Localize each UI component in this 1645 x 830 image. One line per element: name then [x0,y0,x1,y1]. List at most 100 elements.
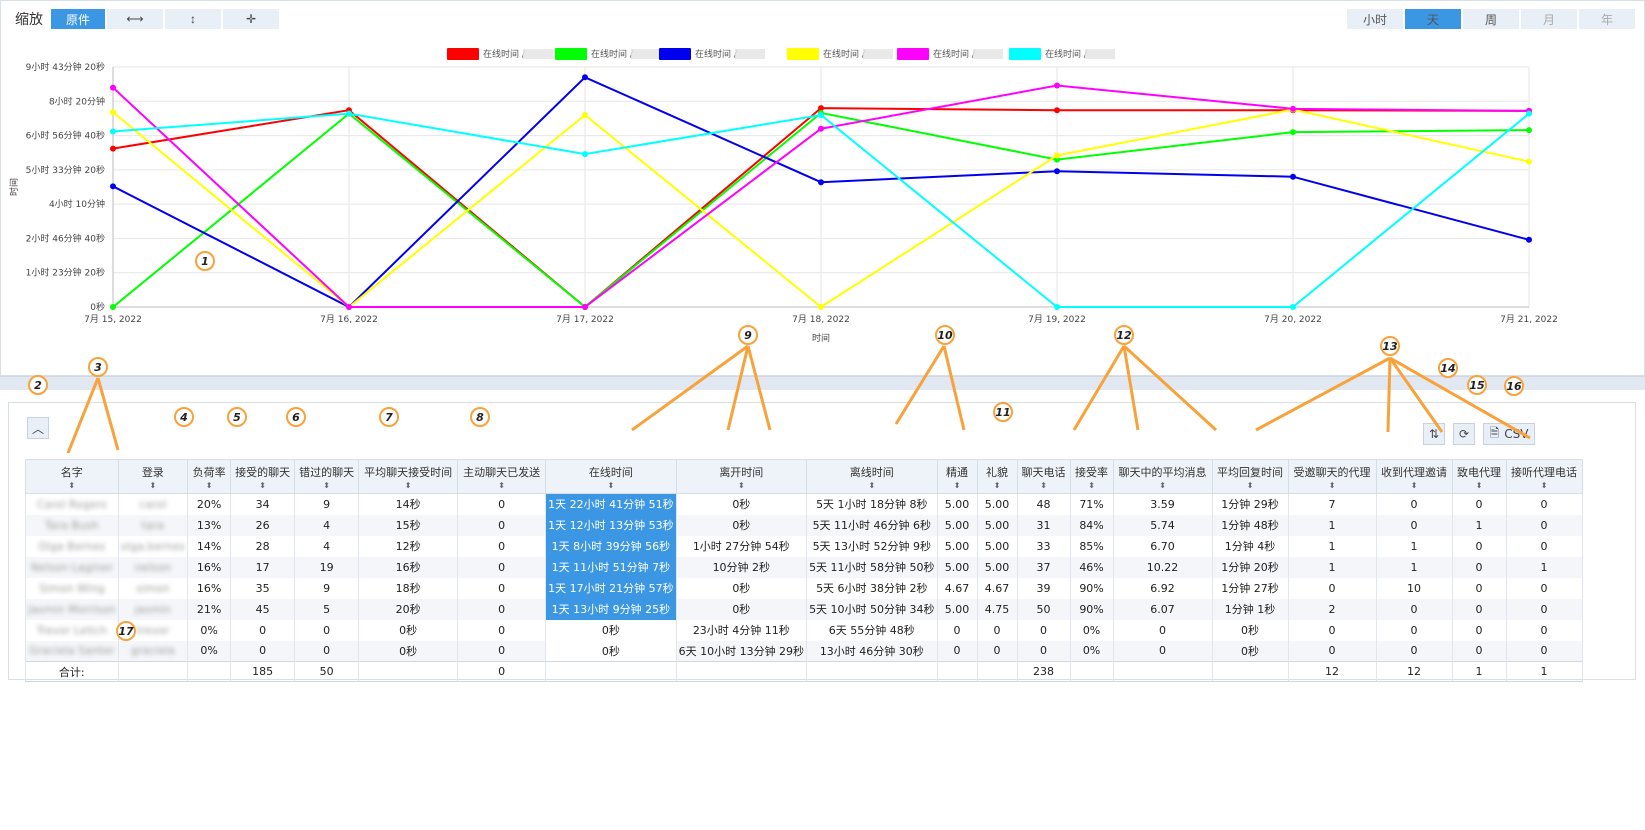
sort-arrows-icon[interactable]: ⬍ [737,480,745,490]
table-cell: 1天 11小时 51分钟 7秒 [545,556,677,578]
csv-export-button[interactable]: 🗎 CSV [1483,423,1535,445]
callout-badge-3: 3 [88,357,108,377]
table-footer-row: 合计: 185 50 0 238 12 12 1 1 [25,661,1583,682]
total-cell [1069,661,1114,682]
period-year-button[interactable]: 年 [1579,9,1635,29]
sort-arrows-icon[interactable]: ⬍ [1328,480,1336,490]
sort-arrows-icon[interactable]: ⬍ [953,480,961,490]
column-header-18[interactable]: 收到代理邀请 ⬍ [1375,459,1453,494]
period-hour-button[interactable]: 小时 [1347,9,1403,29]
period-month-button[interactable]: 月 [1521,9,1577,29]
table-cell: 2 [1287,598,1377,620]
sort-arrows-icon[interactable]: ⬍ [1410,480,1418,490]
sort-arrows-icon[interactable]: ⬍ [323,480,330,490]
column-header-19[interactable]: 致电代理 ⬍ [1451,459,1507,494]
sort-arrows-icon[interactable]: ⬍ [1475,480,1483,490]
column-header-6[interactable]: 平均聊天接受时间 ⬍ [358,459,459,494]
table-cell: 0 [1505,535,1583,557]
column-header-13[interactable]: 聊天电话 ⬍ [1016,459,1071,494]
zoom-original-button[interactable]: 原件 [51,9,105,29]
sort-arrows-icon[interactable]: ⬍ [68,480,76,490]
table-cell: 31 [1016,514,1071,536]
chart-panel: 缩放 原件 ⟷ ↕ ✛ 小时 天 周 月 年 0秒 1小时 23分钟 20秒 2小时… [0,0,1645,376]
column-header-7[interactable]: 主动聊天已发送 ⬍ [457,459,547,494]
table-cell: trevor [117,619,189,641]
sort-arrows-icon[interactable]: ⬍ [1088,480,1095,490]
table-cell: 5.00 [976,556,1018,578]
column-header-label: 错过的聊天 [299,465,355,479]
horizontal-zoom-icon[interactable]: ⟷ [107,9,163,29]
sort-arrows-icon[interactable]: ⬍ [205,480,213,490]
sort-arrows-icon[interactable]: ⬍ [1040,480,1047,490]
legend-swatch-6 [1009,48,1041,60]
column-header-12[interactable]: 礼貌 ⬍ [976,459,1018,494]
column-header-17[interactable]: 受邀聊天的代理 ⬍ [1287,459,1377,494]
refresh-button[interactable]: ⟳ [1453,423,1475,445]
sort-arrows-icon[interactable]: ⬍ [993,480,1001,490]
total-cell [117,661,189,682]
column-header-8[interactable]: 在线时间 ⬍ [545,459,677,494]
table-cell: 5.00 [936,493,978,515]
column-header-4[interactable]: 接受的聊天 ⬍ [230,459,296,494]
column-header-20[interactable]: 接听代理电话 ⬍ [1505,459,1583,494]
table-cell: 13% [187,514,232,536]
table-cell: 39 [1016,577,1071,599]
zoom-toolbar: 缩放 原件 ⟷ ↕ ✛ [15,9,279,29]
table-cell: 0秒 [1211,640,1289,662]
legend-redacted-name [631,49,661,59]
series-2-point [110,304,116,310]
total-cell [675,661,808,682]
sort-arrows-icon[interactable]: ⬍ [259,480,266,490]
sort-arrows-icon[interactable]: ⬍ [1540,480,1548,490]
vertical-zoom-icon[interactable]: ↕ [165,9,221,29]
table-cell: 0 [976,619,1018,641]
column-header-16[interactable]: 平均回复时间 ⬍ [1211,459,1289,494]
column-header-5[interactable]: 错过的聊天 ⬍ [294,459,360,494]
table-cell: 0秒 [675,514,808,536]
table-row[interactable]: Trevor Leitch trevor 0% 0 0 0秒 0 0秒 23小时 4分钟 11秒… [25,619,1583,641]
column-header-10[interactable]: 离线时间 ⬍ [806,459,938,494]
table-row[interactable]: Simon Wing simon 16% 35 9 18秒 0 1天 17小时 21分钟 57… [25,577,1583,599]
table-row[interactable]: Graciela Santer graciela 0% 0 0 0秒 0 0秒 6天 10小时 … [25,640,1583,662]
table-row[interactable]: Jasmin Morrison jasmin 21% 45 5 20秒 0 1天 13小时 9… [25,598,1583,620]
table-cell: 0 [1016,640,1071,662]
table-cell: 35 [230,577,296,599]
refresh-icon: ⟳ [1458,427,1470,441]
table-cell: 5天 11小时 58分钟 50秒 [806,556,938,578]
table-row[interactable]: Olga Bernes olga.bernes 14% 28 4 12秒 0 1天 8小时 3… [25,535,1583,557]
sort-arrows-icon[interactable]: ⬍ [1159,480,1166,490]
column-header-1[interactable]: 名字 ⬍ [25,459,119,494]
table-cell: 84% [1069,514,1114,536]
collapse-button[interactable]: ︿ [27,417,49,439]
column-header-2[interactable]: 登录 ⬍ [117,459,189,494]
period-day-button[interactable]: 天 [1405,9,1461,29]
table-cell: 0秒 [358,619,459,641]
sort-arrows-icon[interactable]: ⬍ [868,480,876,490]
series-5-point [582,304,588,310]
column-header-3[interactable]: 负荷率 ⬍ [187,459,232,494]
x-tick-label: 7月 15, 2022 [84,314,142,325]
table-row[interactable]: Tara Bush tara 13% 26 4 15秒 0 1天 12小时 13分钟 53秒 0… [25,514,1583,536]
table-cell: 0 [1287,640,1377,662]
y-tick-label: 6小时 56分钟 40秒 [26,130,105,142]
column-header-11[interactable]: 精通 ⬍ [936,459,978,494]
sort-arrows-icon[interactable]: ⬍ [1246,480,1254,490]
column-header-14[interactable]: 接受率 ⬍ [1069,459,1114,494]
series-3-point [582,74,588,81]
table-row[interactable]: Carol Rogers carol 20% 34 9 14秒 0 1天 22小时 41分钟 … [25,493,1583,515]
callout-badge-7: 7 [379,407,399,427]
sort-arrows-icon[interactable]: ⬍ [404,480,412,490]
sort-icon-button[interactable]: ⇅ [1423,423,1445,445]
column-header-9[interactable]: 离开时间 ⬍ [675,459,808,494]
period-week-button[interactable]: 周 [1463,9,1519,29]
sort-arrows-icon[interactable]: ⬍ [607,480,615,490]
table-cell: 5.00 [976,493,1018,515]
table-row[interactable]: Nelson Laginer nelson 16% 17 19 16秒 0 1天 11小时 5… [25,556,1583,578]
sort-arrows-icon[interactable]: ⬍ [498,480,505,490]
table-cell: 0 [1505,493,1583,515]
move-zoom-icon[interactable]: ✛ [223,9,279,29]
table-cell: 13小时 46分钟 30秒 [806,640,938,662]
series-4-point [1526,158,1532,165]
column-header-15[interactable]: 聊天中的平均消息 ⬍ [1112,459,1213,494]
sort-arrows-icon[interactable]: ⬍ [149,480,157,490]
